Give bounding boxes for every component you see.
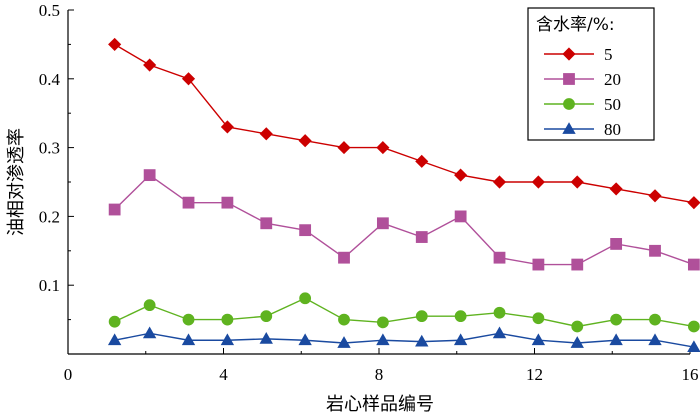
data-point: [610, 238, 623, 250]
data-point: [221, 196, 234, 209]
data-point: [337, 336, 351, 348]
data-point: [648, 333, 662, 346]
data-point: [649, 313, 661, 326]
data-point: [687, 340, 700, 353]
series-line-50: [114, 297, 695, 328]
data-point: [610, 313, 623, 326]
series-20: [108, 169, 700, 271]
data-point: [298, 333, 312, 346]
data-point: [609, 182, 623, 196]
data-point: [337, 141, 351, 155]
data-point: [454, 168, 468, 182]
data-point: [493, 251, 506, 264]
x-tick-label: 0: [64, 365, 73, 384]
data-point: [648, 189, 662, 203]
legend-label-80: 80: [604, 120, 621, 139]
data-point: [571, 320, 584, 333]
series-line-5: [114, 43, 695, 204]
axes: 0 4 8 12 16 0.1 0.2 0.3 0.4 0.5: [39, 1, 699, 384]
data-point: [531, 175, 545, 189]
legend-marker-20: [563, 73, 575, 85]
data-point: [532, 258, 545, 271]
data-point: [182, 196, 195, 209]
data-point: [143, 299, 156, 312]
data-point: [299, 224, 312, 237]
data-point: [143, 169, 156, 182]
data-point: [259, 332, 273, 344]
data-point: [571, 258, 584, 271]
data-point: [415, 334, 429, 347]
series-50: [108, 292, 700, 333]
series-line-80: [114, 332, 695, 348]
y-tick-label: 0.1: [39, 276, 60, 295]
y-tick-label: 0.2: [39, 207, 60, 226]
data-point: [493, 306, 506, 319]
series-layer: [107, 37, 700, 353]
data-point: [492, 326, 507, 339]
legend-marker-5: [562, 47, 576, 61]
data-point: [259, 127, 273, 141]
data-point: [687, 258, 700, 271]
legend: 含水率/%: 5 20 50 80: [527, 7, 655, 141]
data-point: [298, 134, 312, 148]
x-axis-title: 岩心样品编号: [326, 394, 434, 415]
data-point: [376, 217, 389, 230]
data-point: [687, 320, 700, 333]
legend-label-20: 20: [604, 70, 621, 89]
data-point: [143, 58, 157, 72]
data-point: [531, 333, 546, 346]
data-point: [142, 326, 157, 339]
data-point: [687, 196, 700, 210]
y-tick-label: 0.5: [39, 1, 60, 20]
data-point: [609, 333, 623, 346]
series-line-20: [114, 174, 695, 266]
data-point: [181, 72, 196, 86]
data-point: [492, 175, 507, 189]
data-point: [415, 310, 428, 323]
data-point: [181, 333, 196, 346]
data-point: [532, 312, 545, 325]
x-tick-label: 4: [219, 365, 228, 384]
data-point: [454, 210, 467, 223]
y-tick-label: 0.4: [39, 70, 61, 89]
data-point: [376, 141, 390, 155]
legend-label-50: 50: [604, 95, 621, 114]
data-point: [454, 310, 467, 323]
data-point: [108, 203, 121, 216]
data-point: [182, 313, 195, 326]
data-point: [453, 333, 468, 346]
data-point: [415, 154, 429, 168]
legend-marker-80: [562, 122, 576, 134]
data-point: [570, 175, 584, 189]
legend-marker-50: [563, 98, 575, 110]
legend-title: 含水率/%:: [536, 15, 615, 35]
x-tick-label: 16: [682, 365, 699, 384]
data-point: [108, 315, 121, 328]
data-point: [220, 333, 235, 346]
data-point: [570, 336, 584, 348]
data-point: [260, 310, 273, 323]
x-tick-label: 8: [375, 365, 384, 384]
data-point: [260, 217, 273, 230]
data-point: [338, 251, 350, 264]
legend-box: [527, 7, 655, 141]
data-point: [221, 313, 234, 326]
x-tick-label: 12: [526, 365, 543, 384]
y-tick-label: 0.3: [39, 139, 60, 158]
data-point: [376, 333, 390, 346]
y-axis-title: 油相对渗透率: [6, 128, 27, 236]
data-point: [649, 244, 661, 257]
data-point: [415, 231, 428, 243]
data-point: [299, 292, 312, 305]
data-point: [108, 37, 122, 51]
legend-label-5: 5: [604, 45, 613, 64]
data-point: [376, 316, 389, 329]
data-point: [107, 333, 122, 346]
data-point: [220, 120, 234, 134]
series-5: [108, 37, 700, 210]
series-80: [107, 326, 700, 353]
data-point: [338, 313, 350, 326]
